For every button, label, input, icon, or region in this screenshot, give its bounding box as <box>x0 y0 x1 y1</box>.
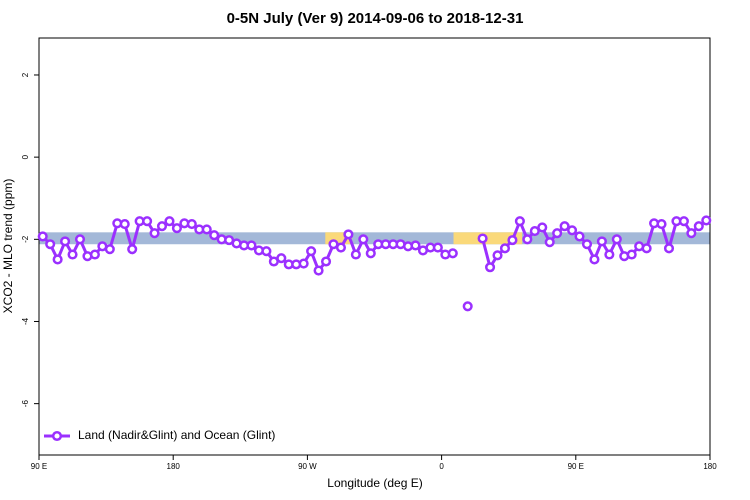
x-axis-label: Longitude (deg E) <box>327 476 422 490</box>
data-point <box>209 230 220 241</box>
data-point <box>201 224 212 235</box>
data-point <box>164 216 175 227</box>
data-point <box>410 240 421 251</box>
data-point <box>693 221 704 232</box>
data-point <box>276 253 287 264</box>
data-point <box>552 228 563 239</box>
plot-frame <box>38 37 711 456</box>
chart-title: 0-5N July (Ver 9) 2014-09-06 to 2018-12-… <box>227 10 524 27</box>
x-tick-label: 0 <box>439 462 444 471</box>
data-point <box>104 244 115 255</box>
data-point <box>37 231 48 242</box>
data-point <box>298 258 309 269</box>
surface-segment <box>325 232 353 245</box>
data-point <box>477 233 488 244</box>
data-point <box>127 244 138 255</box>
data-point <box>365 248 376 259</box>
data-point <box>641 243 652 254</box>
data-point <box>52 254 63 265</box>
data-point <box>320 256 332 267</box>
data-point <box>306 246 317 257</box>
data-point <box>626 249 637 260</box>
data-point <box>462 301 473 312</box>
data-point <box>60 236 71 247</box>
data-point <box>544 237 555 248</box>
surface-band <box>39 232 710 245</box>
x-tick-label: 90 E <box>568 462 584 471</box>
x-tick-label: 90 W <box>298 462 317 471</box>
y-tick-label: -2 <box>21 235 30 243</box>
data-point <box>89 249 100 260</box>
y-axis-label: XCO2 - MLO trend (ppm) <box>1 179 15 314</box>
data-point <box>574 231 585 242</box>
data-point <box>581 239 593 250</box>
data-point <box>499 243 511 254</box>
data-point <box>678 216 689 227</box>
data-point <box>119 219 130 230</box>
data-point <box>514 216 525 227</box>
legend-marker <box>51 430 63 442</box>
data-point <box>596 236 607 247</box>
data-point <box>149 228 160 239</box>
data-point <box>350 249 361 260</box>
data-point <box>686 228 697 239</box>
data-point <box>529 226 540 237</box>
data-point <box>335 242 347 253</box>
data-point <box>358 234 369 245</box>
x-tick-label: 180 <box>703 462 717 471</box>
data-point <box>589 254 600 265</box>
data-point <box>447 248 458 259</box>
data-point <box>611 234 622 245</box>
data-point <box>701 215 712 226</box>
legend-label: Land (Nadir&Glint) and Ocean (Glint) <box>78 428 275 442</box>
data-point <box>186 219 197 230</box>
data-point <box>537 222 548 233</box>
data-point <box>507 235 518 246</box>
data-point <box>142 216 153 227</box>
data-point <box>74 234 86 245</box>
data-point <box>567 225 578 236</box>
data-point <box>261 246 272 257</box>
data-point <box>492 250 503 261</box>
data-point <box>343 229 354 240</box>
x-tick-label: 90 E <box>31 462 47 471</box>
data-point <box>313 265 324 276</box>
data-point <box>559 221 570 232</box>
y-tick-label: 0 <box>21 154 30 159</box>
data-point <box>246 240 257 251</box>
data-point <box>67 249 78 260</box>
y-tick-label: 2 <box>21 72 30 77</box>
data-point <box>45 239 56 250</box>
data-point <box>604 249 615 260</box>
data-point <box>663 243 675 254</box>
x-tick-label: 180 <box>167 462 181 471</box>
data-point <box>156 221 168 232</box>
data-point <box>522 234 533 245</box>
data-point <box>485 262 496 273</box>
surface-segment <box>453 232 523 245</box>
y-tick-label: -6 <box>21 400 30 408</box>
data-point <box>432 242 443 253</box>
data-point <box>171 223 182 234</box>
y-tick-label: -4 <box>21 317 30 325</box>
data-point <box>656 219 667 230</box>
